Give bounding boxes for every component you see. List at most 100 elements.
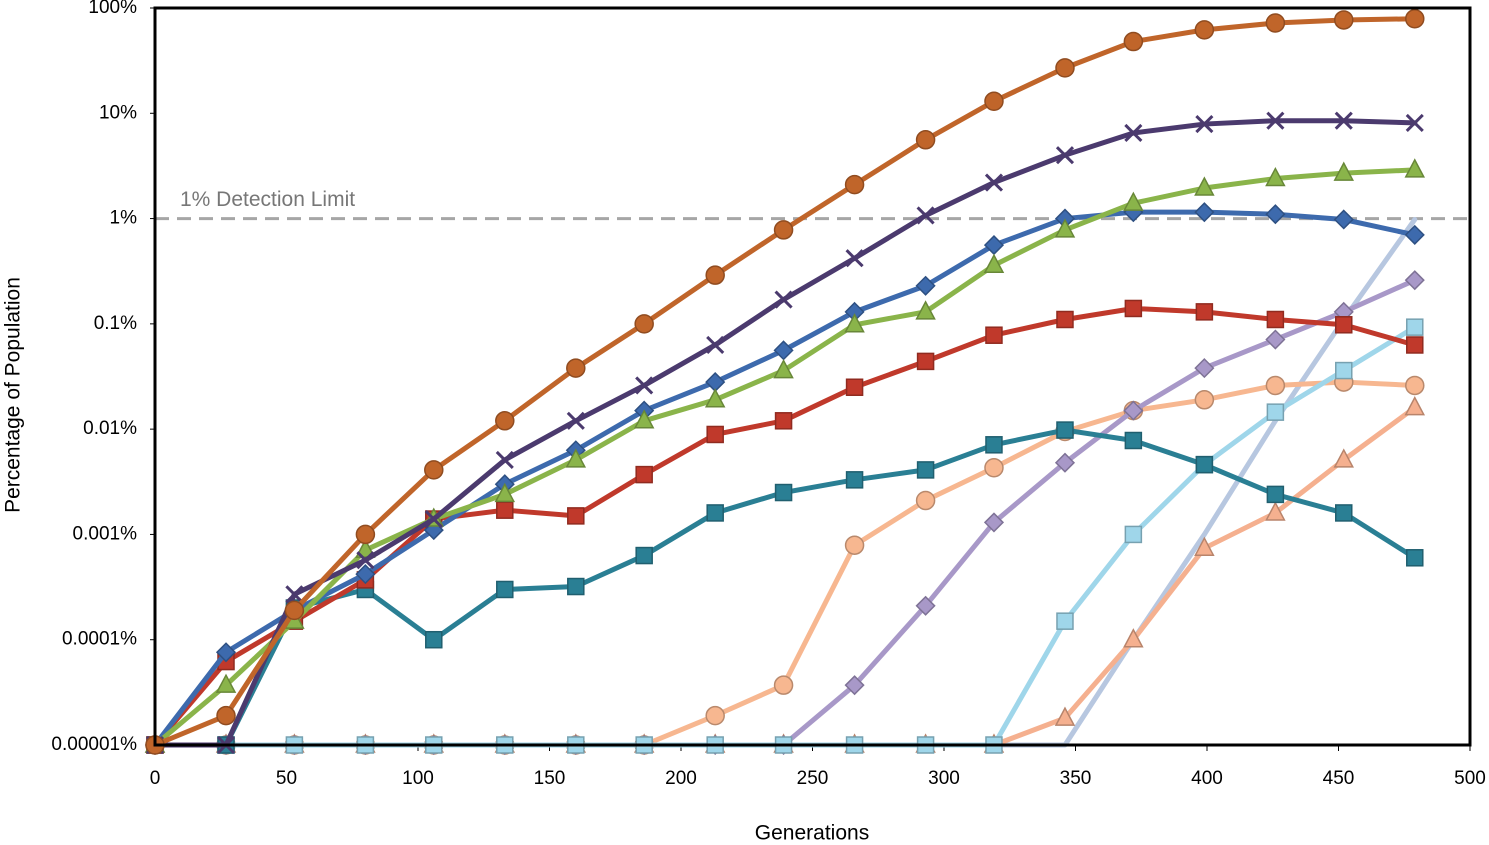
marker bbox=[985, 436, 1003, 454]
marker bbox=[1124, 299, 1143, 318]
marker bbox=[1265, 375, 1286, 396]
marker bbox=[985, 326, 1003, 344]
x-tick-label: 50 bbox=[276, 768, 297, 789]
marker bbox=[705, 705, 725, 726]
marker bbox=[915, 300, 936, 320]
marker bbox=[1195, 303, 1214, 321]
marker bbox=[1404, 158, 1426, 178]
marker bbox=[1055, 58, 1075, 78]
y-tick-label: 0.001% bbox=[73, 523, 138, 544]
marker bbox=[916, 461, 935, 479]
marker bbox=[1054, 452, 1076, 473]
marker bbox=[1056, 612, 1074, 630]
marker bbox=[1123, 191, 1144, 211]
x-tick-label: 450 bbox=[1323, 768, 1355, 789]
marker bbox=[1335, 361, 1353, 380]
marker bbox=[1265, 501, 1286, 521]
marker bbox=[1333, 161, 1355, 181]
plot-frame bbox=[153, 6, 1472, 747]
marker bbox=[1194, 390, 1215, 410]
marker bbox=[494, 482, 516, 503]
marker bbox=[1406, 336, 1424, 354]
marker bbox=[845, 378, 864, 396]
marker bbox=[284, 600, 305, 621]
marker bbox=[565, 448, 587, 468]
marker bbox=[844, 675, 865, 696]
y-axis-title: Percentage of Population bbox=[2, 277, 25, 513]
marker bbox=[774, 290, 793, 309]
marker bbox=[1195, 455, 1214, 474]
marker bbox=[984, 457, 1004, 478]
marker bbox=[916, 206, 935, 225]
marker bbox=[773, 340, 794, 361]
x-tick-label: 300 bbox=[928, 768, 960, 789]
marker bbox=[915, 275, 936, 296]
marker bbox=[355, 538, 376, 558]
y-tick-label: 1% bbox=[110, 208, 138, 229]
marker bbox=[845, 471, 864, 489]
marker bbox=[1265, 13, 1286, 33]
marker bbox=[215, 642, 237, 663]
marker bbox=[355, 524, 376, 545]
marker bbox=[1054, 706, 1076, 726]
marker bbox=[1404, 396, 1426, 416]
x-tick-label: 250 bbox=[797, 768, 829, 789]
marker bbox=[496, 501, 514, 519]
marker bbox=[1123, 628, 1144, 648]
marker bbox=[1266, 111, 1285, 130]
y-tick-label: 0.00001% bbox=[51, 734, 137, 755]
y-tick-label: 0.01% bbox=[83, 418, 137, 439]
marker bbox=[844, 174, 865, 195]
marker bbox=[1054, 218, 1076, 238]
marker bbox=[216, 705, 236, 726]
marker bbox=[1124, 431, 1143, 450]
marker bbox=[633, 409, 655, 429]
marker bbox=[845, 249, 864, 268]
marker bbox=[1195, 115, 1214, 134]
marker bbox=[1405, 113, 1424, 132]
marker bbox=[1405, 375, 1425, 396]
x-tick-label: 100 bbox=[402, 768, 434, 789]
marker bbox=[1055, 146, 1075, 165]
marker bbox=[566, 358, 586, 378]
y-tick-label: 0.1% bbox=[94, 313, 137, 334]
marker bbox=[916, 352, 935, 371]
x-tick-label: 400 bbox=[1191, 768, 1223, 789]
marker bbox=[984, 91, 1004, 112]
x-tick-label: 150 bbox=[534, 768, 566, 789]
marker bbox=[774, 483, 793, 502]
marker bbox=[1333, 448, 1355, 468]
marker bbox=[495, 411, 515, 431]
marker bbox=[634, 314, 654, 334]
marker bbox=[1124, 123, 1143, 143]
marker bbox=[1194, 20, 1215, 40]
marker bbox=[1404, 224, 1425, 245]
series bbox=[145, 9, 1425, 755]
detection-limit-label: 1% Detection Limit bbox=[180, 188, 355, 211]
marker bbox=[566, 411, 585, 430]
marker bbox=[1194, 536, 1215, 556]
x-tick-label: 500 bbox=[1454, 768, 1486, 789]
marker bbox=[773, 220, 794, 240]
marker bbox=[635, 376, 654, 395]
series bbox=[144, 158, 1426, 753]
marker bbox=[704, 388, 726, 408]
marker bbox=[1335, 316, 1353, 334]
marker bbox=[705, 265, 725, 285]
marker bbox=[425, 630, 443, 649]
marker bbox=[1123, 400, 1144, 421]
marker bbox=[774, 412, 793, 430]
marker bbox=[356, 551, 375, 570]
y-tick-label: 10% bbox=[99, 102, 137, 123]
marker bbox=[1194, 202, 1215, 223]
marker bbox=[424, 509, 443, 529]
marker bbox=[706, 425, 724, 444]
marker bbox=[567, 507, 585, 525]
marker bbox=[1056, 421, 1074, 439]
marker bbox=[1335, 504, 1353, 522]
y-tick-label: 100% bbox=[88, 0, 137, 18]
marker bbox=[915, 130, 936, 150]
marker bbox=[1404, 270, 1425, 291]
marker bbox=[1124, 525, 1143, 544]
